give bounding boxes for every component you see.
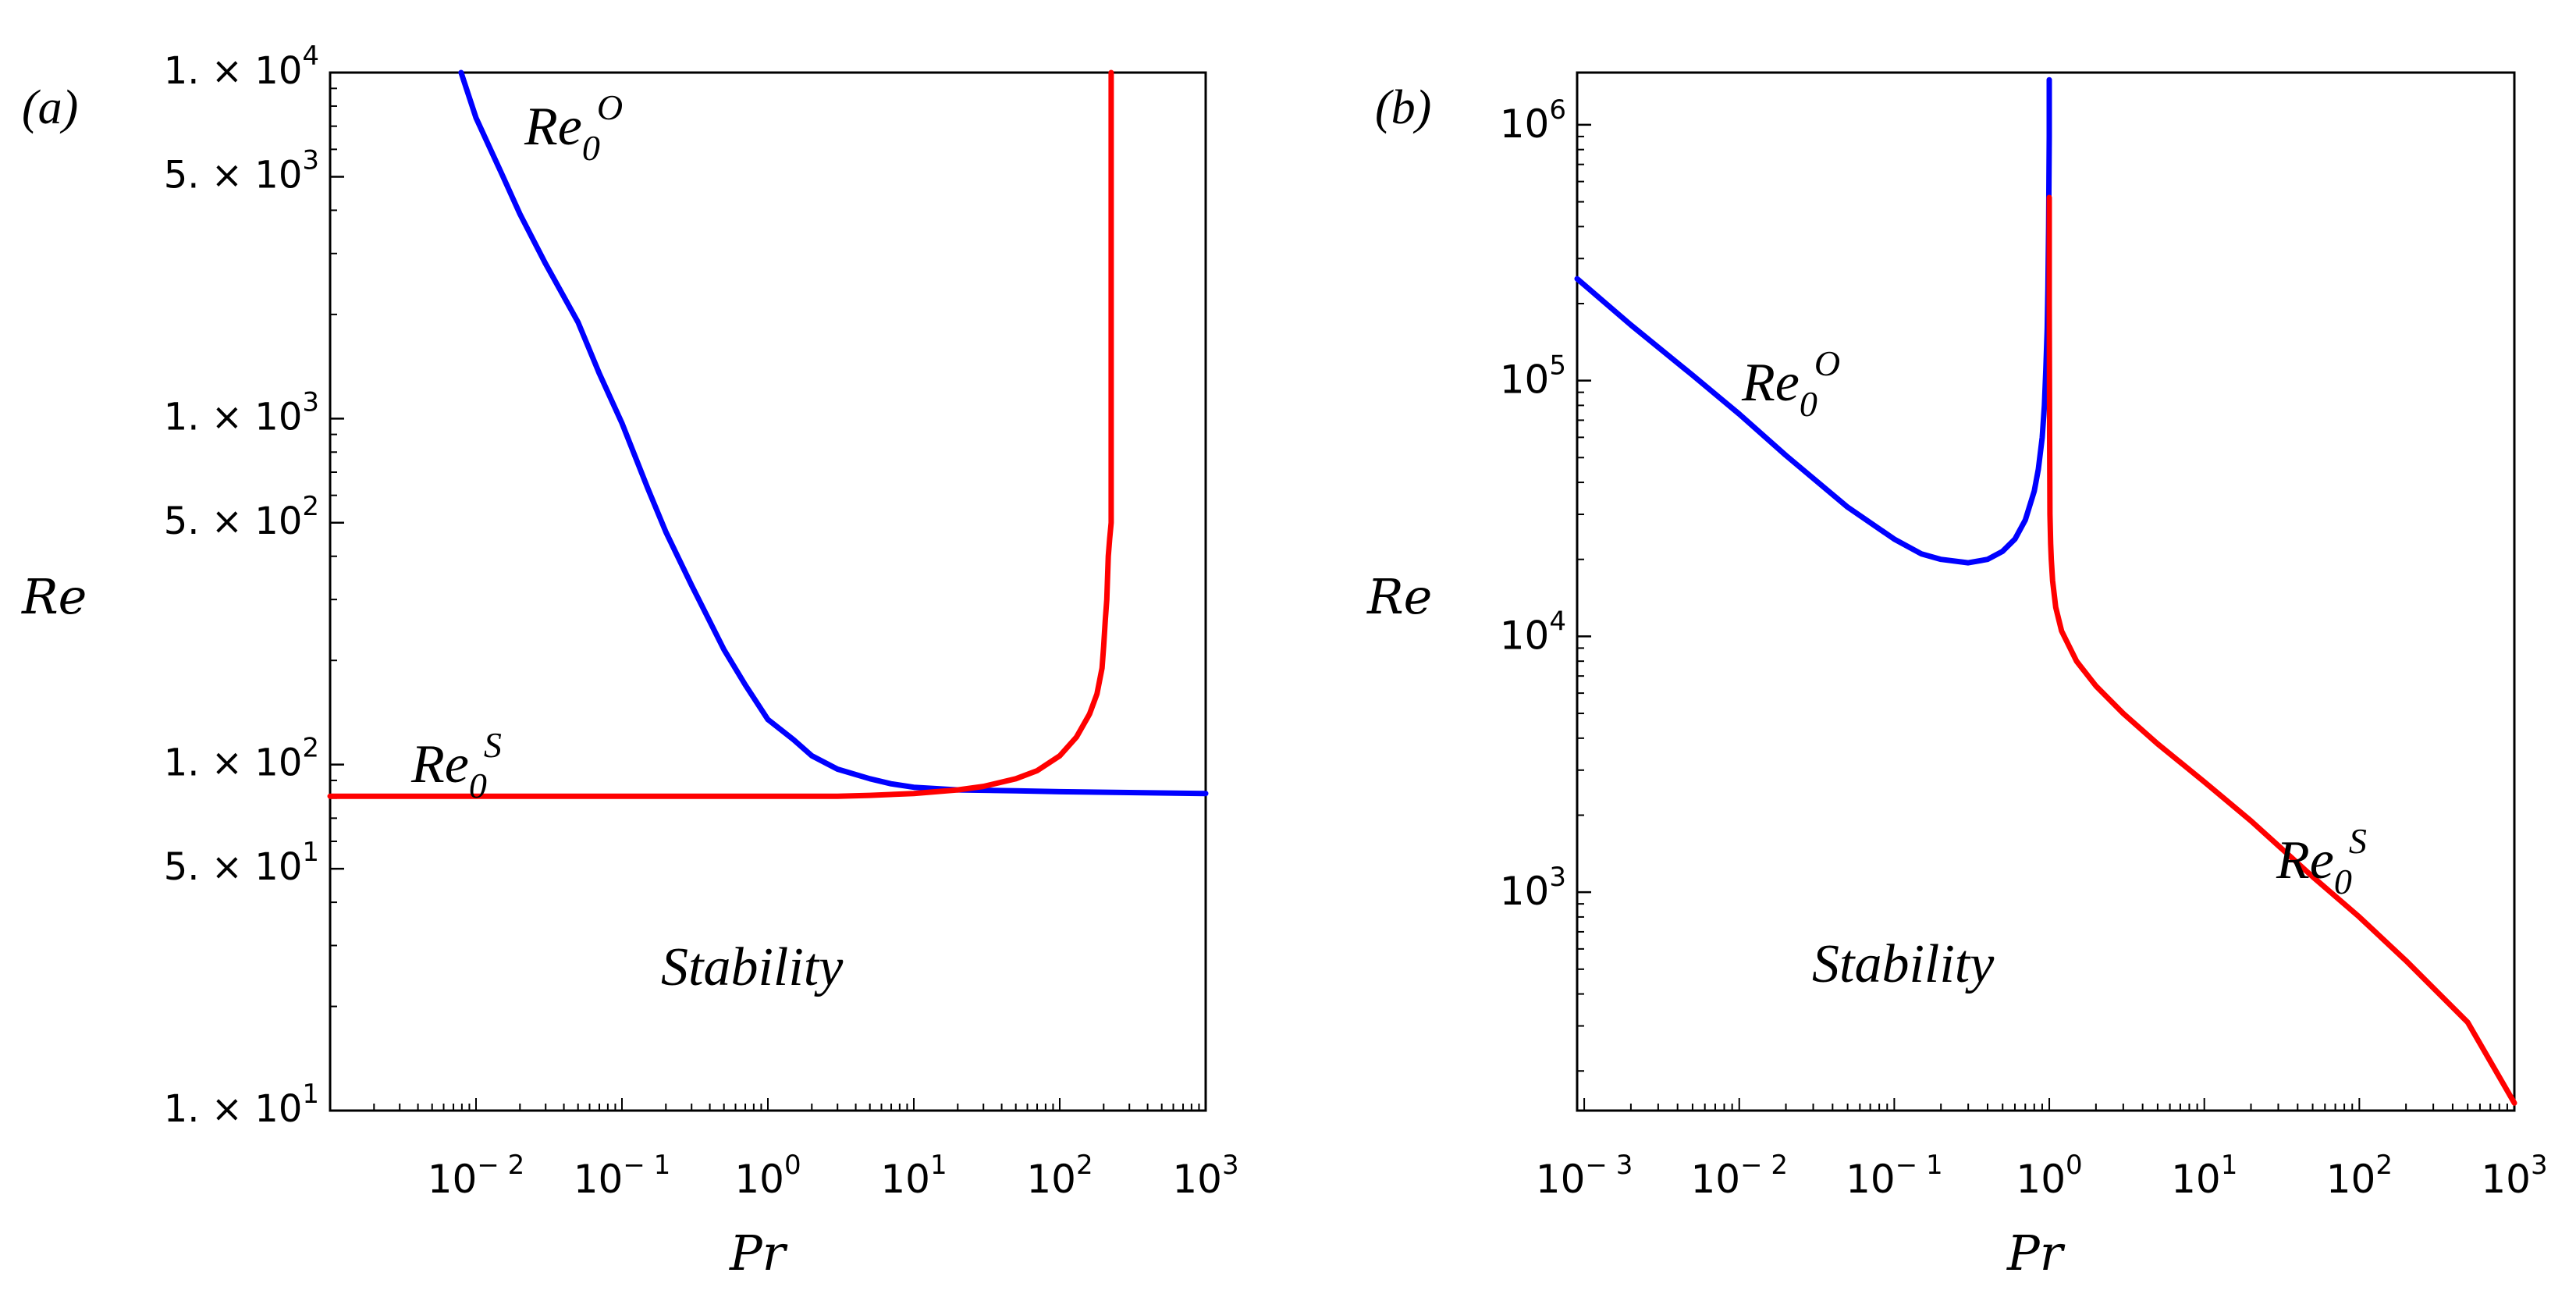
y-tick-label: 1. × 101 — [164, 1079, 319, 1131]
y-tick-label: 105 — [1500, 350, 1566, 403]
panel-b-y-ticks: 103 104 105 106 — [1500, 94, 1591, 914]
y-tick-label: 1. × 102 — [164, 733, 319, 785]
panel-b-x-ticks: 10− 3 10− 2 10− 1 100 101 102 103 — [1536, 1150, 2548, 1202]
panel-b-annotation-stability: Stability — [1812, 934, 1995, 994]
series-line-re-0-s — [2046, 194, 2517, 1106]
panel-b-x-axis-title: Pr — [2006, 1225, 2066, 1282]
y-tick-label: 106 — [1500, 94, 1566, 147]
x-tick-label: 10− 1 — [1846, 1150, 1943, 1202]
y-tick-label: 5. × 102 — [164, 491, 319, 543]
panel-b-y-axis-title: Re — [1366, 568, 1432, 625]
x-tick-label: 10− 2 — [1690, 1150, 1788, 1202]
x-tick-label: 100 — [2016, 1150, 2082, 1202]
x-tick-label: 102 — [1026, 1150, 1093, 1202]
y-tick-label: 104 — [1500, 606, 1566, 658]
x-tick-label: 10− 1 — [574, 1150, 671, 1202]
x-tick-label: 103 — [1172, 1150, 1238, 1202]
x-tick-label: 101 — [2171, 1150, 2237, 1202]
series-line-re-0-o — [458, 69, 1209, 797]
panel-a-curves — [327, 69, 1209, 799]
panel-a: (a) 10− 2 10− 1 100 101 102 103 1. × 101 5. × … — [21, 41, 1239, 1282]
panel-b: (b) 10− 3 10− 2 10− 1 100 101 102 103 10310410… — [1366, 71, 2548, 1282]
panel-b-annotation-re0-s: Re0S — [2276, 821, 2367, 901]
panel-a-x-ticks: 10− 2 10− 1 100 101 102 103 — [428, 1150, 1239, 1202]
panel-a-y-axis-title: Re — [21, 568, 87, 625]
y-tick-label: 1. × 104 — [164, 41, 319, 93]
panel-a-annotation-re0-o: Re0O — [524, 87, 623, 168]
panel-b-minor-ticks — [1576, 123, 2515, 1111]
x-tick-label: 102 — [2326, 1150, 2393, 1202]
series-line-re-0-o — [1574, 76, 2052, 566]
panel-a-y-ticks: 1. × 101 5. × 101 1. × 102 5. × 102 1. × 103… — [164, 41, 344, 1131]
panel-a-annotation-re0-s: Re0S — [410, 725, 502, 805]
x-tick-label: 103 — [2481, 1150, 2547, 1202]
panel-b-plot-frame — [1576, 71, 2516, 1112]
y-tick-label: 5. × 103 — [164, 144, 319, 197]
x-tick-label: 10− 2 — [428, 1150, 525, 1202]
panel-b-annotation-re0-o: Re0O — [1741, 343, 1840, 424]
y-tick-label: 103 — [1500, 862, 1566, 914]
x-tick-label: 101 — [880, 1150, 947, 1202]
panel-a-annotation-stability: Stability — [661, 937, 844, 997]
series-line-re-0-s — [327, 69, 1114, 799]
panel-b-curves — [1574, 76, 2517, 1106]
panel-a-x-axis-title: Pr — [729, 1225, 788, 1282]
panel-b-label: (b) — [1375, 81, 1431, 134]
y-tick-label: 5. × 101 — [164, 837, 319, 889]
y-tick-label: 1. × 103 — [164, 386, 319, 439]
x-tick-label: 100 — [734, 1150, 801, 1202]
panel-a-label: (a) — [22, 81, 78, 134]
x-tick-label: 10− 3 — [1536, 1150, 1633, 1202]
